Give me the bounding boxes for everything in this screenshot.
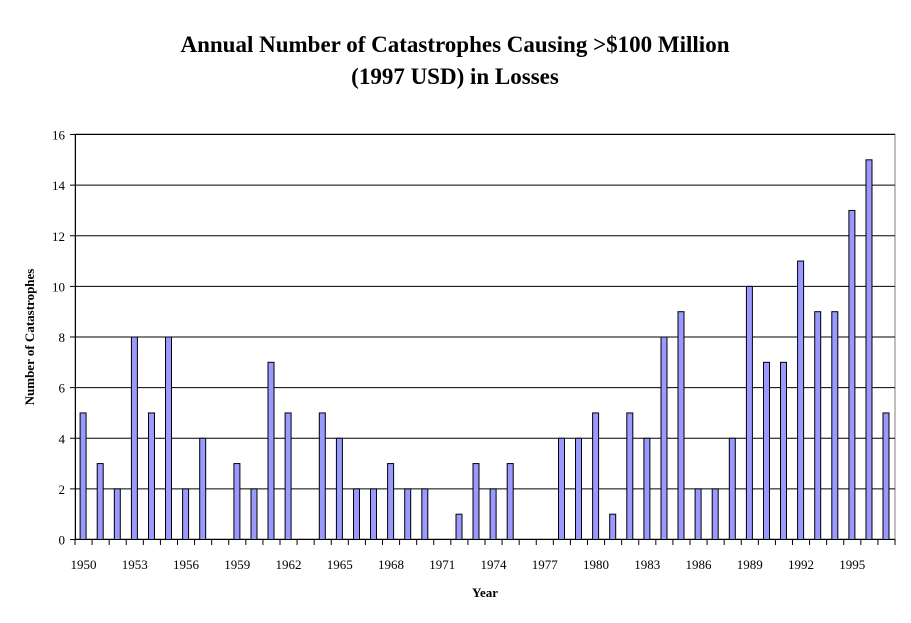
bar-1955 — [165, 336, 172, 540]
bar-1991 — [780, 361, 787, 540]
bar-1994 — [831, 311, 839, 540]
x-tick-label: 1962 — [276, 557, 302, 572]
bar-1986 — [694, 488, 702, 540]
bar-1982 — [626, 412, 634, 540]
x-tick-label: 1953 — [122, 557, 148, 572]
bar-1969 — [404, 488, 412, 540]
x-tick-label: 1950 — [71, 557, 97, 572]
x-tick-label: 1986 — [686, 557, 713, 572]
y-tick-label: 14 — [52, 178, 66, 193]
bar-1960 — [250, 488, 258, 540]
bar-1952 — [113, 488, 121, 540]
bar-1996 — [865, 159, 873, 540]
chart-title-line-1: Annual Number of Catastrophes Causing >$… — [180, 32, 729, 57]
bar-1970 — [421, 488, 429, 540]
bar-1984 — [660, 336, 668, 540]
bar-1983 — [643, 437, 651, 540]
bar-1979 — [575, 437, 582, 540]
bar-1980 — [592, 412, 600, 540]
y-tick-label: 8 — [59, 330, 66, 345]
x-tick-label: 1980 — [583, 557, 609, 572]
bar-1964 — [318, 412, 326, 540]
bar-1992 — [797, 260, 805, 540]
bar-1954 — [148, 412, 155, 540]
bar-1959 — [233, 463, 241, 540]
bar-1957 — [199, 437, 207, 540]
bar-1956 — [182, 488, 190, 540]
bar-1968 — [387, 463, 395, 540]
bar-1990 — [763, 361, 770, 540]
x-tick-label: 1968 — [378, 557, 404, 572]
bar-1981 — [609, 513, 617, 540]
bar-1973 — [472, 463, 480, 540]
x-tick-label: 1971 — [429, 557, 455, 572]
bar-1950 — [79, 412, 87, 540]
bar-1995 — [848, 209, 856, 540]
x-tick-label: 1956 — [173, 557, 200, 572]
bar-1966 — [353, 488, 360, 540]
y-tick-label: 12 — [52, 229, 65, 244]
x-tick-label: 1974 — [481, 557, 508, 572]
bar-1951 — [96, 463, 104, 540]
bar-1962 — [284, 412, 292, 540]
y-tick-label: 4 — [59, 431, 66, 446]
x-tick-label: 1983 — [634, 557, 660, 572]
bar-1972 — [455, 513, 463, 540]
bar-1961 — [267, 361, 275, 540]
chart-title-line-2: (1997 USD) in Losses — [351, 64, 559, 89]
bar-1978 — [558, 437, 565, 540]
y-tick-label: 16 — [52, 128, 66, 143]
x-tick-label: 1992 — [788, 557, 814, 572]
x-tick-label: 1965 — [327, 557, 353, 572]
x-tick-label: 1995 — [839, 557, 865, 572]
bar-1993 — [814, 311, 822, 540]
bar-1997 — [882, 412, 890, 540]
x-tick-label: 1989 — [737, 557, 763, 572]
bar-1974 — [489, 488, 497, 540]
bar-1989 — [745, 285, 753, 540]
x-tick-label: 1959 — [224, 557, 250, 572]
y-tick-label: 6 — [59, 381, 66, 396]
y-tick-label: 10 — [52, 279, 65, 294]
bar-1988 — [728, 437, 736, 540]
y-tick-label: 2 — [59, 482, 66, 497]
bar-1985 — [677, 311, 685, 540]
y-tick-label: 0 — [59, 533, 66, 548]
bar-1967 — [370, 488, 377, 540]
x-tick-label: 1977 — [532, 557, 559, 572]
bar-1953 — [130, 336, 138, 540]
y-axis-label: Number of Catastrophes — [22, 269, 37, 406]
bar-1965 — [335, 437, 343, 540]
bar-1975 — [506, 463, 514, 540]
x-axis-label: Year — [472, 585, 498, 600]
bar-1987 — [711, 488, 719, 540]
